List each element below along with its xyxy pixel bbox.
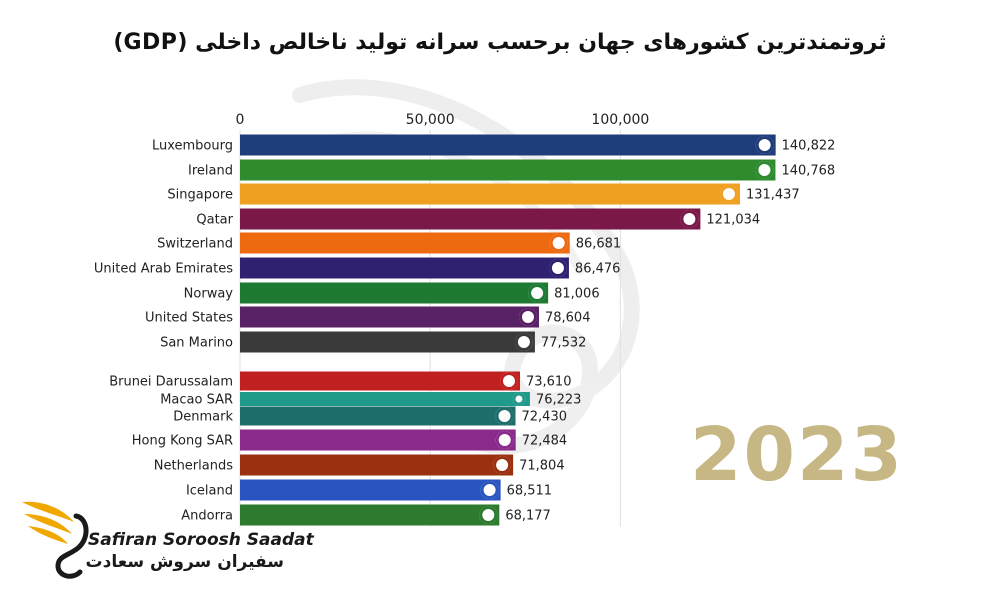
bar-rect [240, 306, 539, 328]
value-label: 73,610 [526, 375, 572, 390]
category-label: Luxembourg [152, 139, 233, 154]
bar-rect [240, 429, 516, 451]
category-label: Andorra [181, 509, 233, 524]
x-tick-label: 50,000 [406, 112, 455, 128]
chart-title: ثروتمندترین کشورهای جهان برحسب سرانه تول… [113, 30, 887, 55]
bar-qatar: Qatar 121,034 [196, 208, 760, 230]
category-label: Norway [184, 287, 234, 302]
bar-rect [240, 208, 701, 230]
value-label: 68,511 [507, 484, 552, 499]
category-label: Macao SAR [160, 393, 233, 408]
netherlands-flag-icon [493, 456, 512, 474]
x-tick-label: 100,000 [591, 112, 649, 128]
switzerland-flag-icon [549, 234, 568, 252]
value-label: 131,437 [746, 188, 800, 203]
category-label: Iceland [186, 484, 233, 499]
norway-flag-icon [528, 284, 547, 302]
category-label: Netherlands [154, 459, 233, 474]
bar-rect [240, 282, 549, 304]
bar-rect [240, 232, 570, 254]
bar-macao-sar: Macao SAR 76,223 [160, 392, 581, 408]
year-label: 2023 [690, 412, 904, 498]
category-label: Ireland [188, 164, 233, 179]
value-label: 72,484 [522, 434, 568, 449]
uae-flag-icon [548, 259, 567, 277]
bar-rect [240, 159, 776, 181]
bar-netherlands: Netherlands 71,804 [154, 454, 565, 476]
bar-switzerland: Switzerland 86,681 [157, 232, 622, 254]
bar-singapore: Singapore 131,437 [167, 183, 800, 205]
value-label: 86,681 [576, 237, 622, 252]
bar-rect [240, 392, 530, 406]
brand-name-english: Safiran Soroosh Saadat [88, 530, 314, 550]
iceland-flag-icon [480, 481, 499, 499]
andorra-flag-icon [479, 506, 498, 524]
bar-rect [240, 479, 501, 501]
value-label: 140,768 [781, 164, 835, 179]
swan-wing-logo-icon [22, 501, 89, 579]
bar-iceland: Iceland 68,511 [186, 479, 552, 501]
ireland-flag-icon [755, 161, 774, 179]
value-label: 72,430 [522, 410, 568, 425]
usa-flag-icon [518, 308, 537, 326]
category-label: United Arab Emirates [94, 262, 233, 277]
value-label: 77,532 [541, 336, 587, 351]
category-label: Switzerland [157, 237, 233, 252]
category-label: Hong Kong SAR [132, 434, 233, 449]
value-label: 76,223 [536, 393, 582, 408]
bar-denmark: Denmark 72,430 [173, 406, 568, 426]
luxembourg-flag-icon [755, 136, 774, 154]
company-logo: Safiran Soroosh Saadat سفیران سروش سعادت [18, 492, 314, 592]
x-tick-label: 0 [236, 112, 245, 128]
san-marino-flag-icon [514, 333, 533, 351]
category-label: Brunei Darussalam [109, 375, 233, 390]
bar-rect [240, 406, 516, 426]
brand-name-persian: سفیران سروش سعادت [85, 552, 284, 572]
bar-rect [240, 257, 569, 279]
denmark-flag-icon [495, 407, 514, 425]
bar-rect [240, 331, 535, 353]
bar-ireland: Ireland 140,768 [188, 159, 835, 181]
category-label: Qatar [196, 213, 233, 228]
brunei-flag-icon [499, 372, 518, 390]
value-label: 121,034 [706, 213, 760, 228]
value-label: 81,006 [554, 287, 600, 302]
bar-san-marino: San Marino 77,532 [160, 331, 587, 353]
bar-rect [240, 183, 740, 205]
value-label: 68,177 [505, 509, 551, 524]
macao-flag-icon [512, 392, 526, 406]
bar-luxembourg: Luxembourg 140,822 [152, 134, 836, 156]
value-label: 86,476 [575, 262, 621, 277]
bar-rect [240, 134, 776, 156]
bar-rect [240, 371, 520, 391]
qatar-flag-icon [680, 210, 699, 228]
bar-united-states: United States 78,604 [145, 306, 591, 328]
value-label: 78,604 [545, 311, 591, 326]
hong-kong-flag-icon [495, 431, 514, 449]
category-label: Denmark [173, 410, 233, 425]
bar-united-arab-emirates: United Arab Emirates 86,476 [94, 257, 621, 279]
value-label: 140,822 [782, 139, 836, 154]
category-label: Singapore [167, 188, 233, 203]
bar-norway: Norway 81,006 [184, 282, 600, 304]
singapore-flag-icon [719, 185, 738, 203]
value-label: 71,804 [519, 459, 565, 474]
category-label: United States [145, 311, 233, 326]
bar-andorra: Andorra 68,177 [181, 504, 551, 526]
bar-rect [240, 454, 514, 476]
bar-brunei-darussalam: Brunei Darussalam 73,610 [109, 371, 572, 391]
category-label: San Marino [160, 336, 233, 351]
bar-hong-kong-sar: Hong Kong SAR 72,484 [132, 429, 568, 451]
bar-rect [240, 504, 500, 526]
